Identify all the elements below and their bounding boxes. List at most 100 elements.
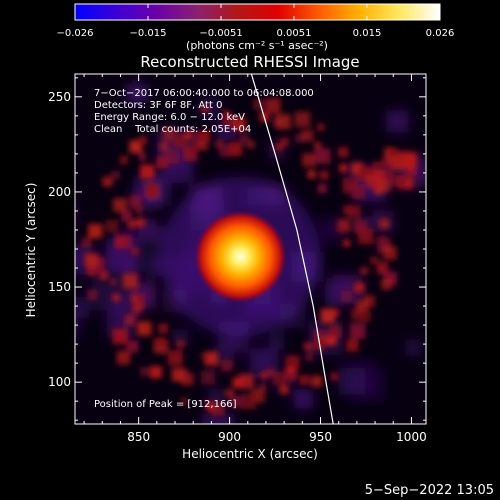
ring-pixel: [360, 266, 369, 275]
y-tick-label: 100: [48, 375, 71, 389]
ring-pixel: [102, 176, 113, 187]
ring-pixel: [81, 237, 92, 248]
ring-pixel: [162, 127, 176, 141]
ring-pixel: [320, 308, 336, 324]
ring-pixel: [167, 350, 183, 366]
ring-pixel: [337, 219, 351, 233]
annotation-detectors: Detectors: 3F 6F 8F, Att 0: [94, 100, 222, 111]
ring-pixel: [222, 110, 231, 119]
ring-pixel: [328, 325, 342, 339]
ring-pixel: [379, 219, 389, 229]
ring-pixel: [230, 395, 243, 408]
ring-pixel: [221, 359, 233, 372]
ring-pixel: [346, 339, 359, 352]
ring-pixel: [284, 371, 296, 383]
timestamp: 5−Sep−2022 13:05: [365, 483, 494, 498]
colorbar-tick-label: 0.026: [426, 28, 455, 39]
haze-pixel: [201, 413, 235, 424]
x-tick-label: 1000: [396, 430, 427, 444]
ring-pixel: [205, 401, 215, 411]
ring-pixel: [314, 141, 322, 150]
ring-pixel: [391, 175, 403, 188]
ring-pixel: [137, 321, 152, 336]
ring-pixel: [319, 170, 329, 180]
x-tick-label: 900: [218, 430, 241, 444]
ring-pixel: [317, 183, 327, 194]
colorbar-tick-label: −0.026: [56, 28, 93, 39]
ring-pixel: [266, 368, 274, 376]
ring-pixel: [84, 253, 99, 267]
ring-pixel: [121, 210, 132, 222]
ring-pixel: [145, 183, 159, 196]
ring-pixel: [122, 273, 139, 289]
colorbar-tick-label: 0.0051: [277, 28, 312, 39]
ring-pixel: [340, 290, 353, 302]
haze-pixel: [199, 97, 220, 118]
ring-pixel: [105, 219, 119, 233]
ring-pixel: [112, 293, 121, 302]
ring-pixel: [180, 397, 188, 405]
ring-pixel: [135, 205, 144, 214]
ring-pixel: [260, 372, 268, 380]
ring-pixel: [119, 155, 129, 165]
ring-pixel: [116, 350, 131, 365]
ring-pixel: [219, 145, 231, 157]
chart-title: Reconstructed RHESSI Image: [140, 53, 359, 71]
haze-pixel: [75, 296, 90, 319]
ring-pixel: [377, 178, 391, 192]
ring-pixel: [253, 98, 265, 110]
ring-pixel: [197, 139, 209, 151]
ring-pixel: [138, 152, 147, 161]
ring-pixel: [232, 377, 243, 388]
ring-pixel: [87, 223, 103, 239]
y-tick-label: 250: [48, 90, 71, 104]
ring-pixel: [156, 155, 169, 169]
ring-pixel: [408, 167, 417, 175]
ring-pixel: [124, 314, 136, 326]
ring-pixel: [285, 355, 300, 370]
ring-pixel: [155, 337, 165, 348]
ring-pixel: [299, 374, 310, 386]
ring-pixel: [200, 352, 209, 360]
ring-pixel: [359, 310, 371, 323]
peak-source: [193, 210, 288, 304]
haze-pixel: [75, 315, 79, 339]
ring-pixel: [128, 195, 142, 208]
colorbar-frame: [74, 3, 441, 21]
ring-pixel: [139, 367, 149, 377]
haze-pixel: [127, 83, 147, 103]
ring-pixel: [342, 239, 351, 247]
ring-pixel: [239, 133, 250, 145]
annotation-energy-range: Energy Range: 6.0 − 12.0 keV: [94, 112, 245, 123]
annotation-peak-position: Position of Peak = [912,166]: [94, 399, 237, 410]
ring-pixel: [376, 262, 389, 275]
ring-pixel: [351, 308, 363, 320]
ring-pixel: [403, 166, 414, 177]
ring-pixel: [349, 323, 366, 339]
ring-pixel: [109, 278, 118, 286]
haze-pixel: [338, 367, 366, 395]
ring-pixel: [265, 98, 281, 114]
ring-pixel: [225, 389, 234, 397]
ring-pixel: [184, 131, 193, 140]
ring-pixel: [247, 140, 255, 149]
haze-pixel: [75, 197, 76, 230]
ring-pixel: [198, 130, 211, 142]
annotation-time-range: 7−Oct−2017 06:00:40.000 to 06:04:08.000: [94, 88, 314, 99]
ring-pixel: [158, 323, 169, 334]
ring-pixel: [305, 353, 314, 361]
haze-pixel: [405, 339, 422, 356]
ring-pixel: [380, 279, 392, 291]
ring-pixel: [272, 371, 287, 386]
ring-pixel: [375, 172, 384, 181]
ring-pixel: [176, 340, 185, 349]
ring-pixel: [347, 204, 361, 219]
ring-pixel: [258, 384, 267, 392]
colorbar: −0.026 −0.015 −0.0051 0.0051 0.015 0.026 (pho…: [56, 3, 455, 52]
ring-pixel: [315, 148, 331, 164]
ring-pixel: [311, 375, 323, 387]
ring-pixel: [363, 295, 375, 308]
haze-pixel: [41, 296, 68, 323]
haze-pixel: [143, 225, 166, 248]
ring-pixel: [304, 342, 313, 351]
